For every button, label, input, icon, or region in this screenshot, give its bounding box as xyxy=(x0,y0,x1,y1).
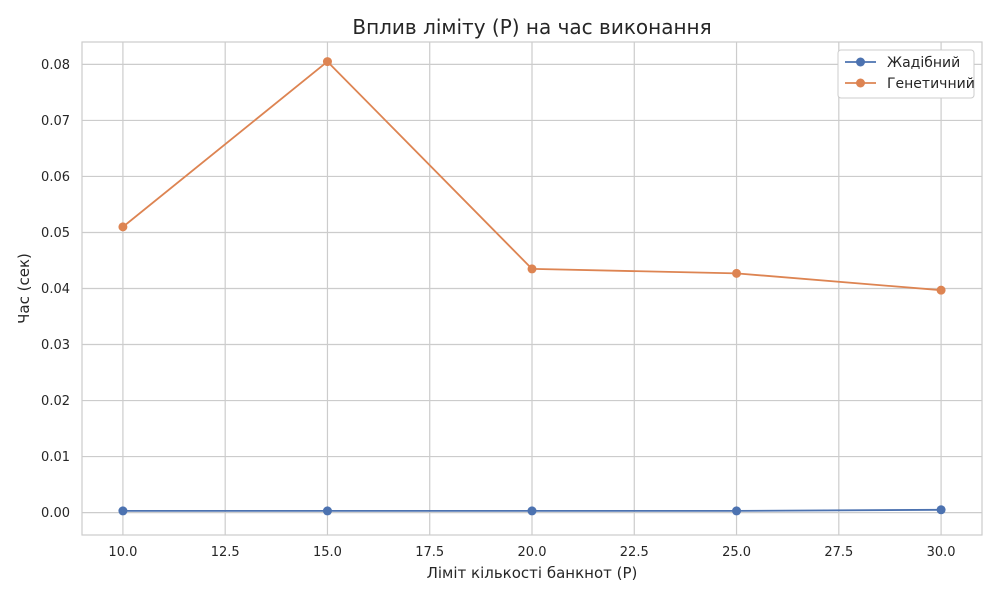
series-0-point xyxy=(732,506,742,516)
x-tick-label: 15.0 xyxy=(313,545,342,560)
x-tick-label: 20.0 xyxy=(518,545,547,560)
legend-marker-0 xyxy=(856,57,865,67)
x-tick-label: 30.0 xyxy=(927,545,956,560)
x-tick-label: 22.5 xyxy=(620,545,649,560)
y-tick-label: 0.08 xyxy=(41,58,70,73)
y-tick-label: 0.02 xyxy=(41,394,70,409)
y-tick-labels: 0.00 0.01 0.02 0.03 0.04 0.05 0.06 0.07 0.08 xyxy=(41,58,70,521)
y-tick-label: 0.07 xyxy=(41,114,70,129)
series-0-point xyxy=(527,506,537,516)
y-tick-label: 0.04 xyxy=(41,282,70,297)
series-1-point xyxy=(118,222,128,232)
plot-area-frame xyxy=(81,41,983,536)
y-tick-label: 0.03 xyxy=(41,338,70,353)
series-1-point xyxy=(322,57,332,67)
legend-label-0: Жадібний xyxy=(887,55,960,71)
series-1-point xyxy=(732,268,742,278)
legend-label-1: Генетичний xyxy=(887,76,975,92)
x-axis-label: Ліміт кількості банкнот (P) xyxy=(427,564,638,582)
chart-title: Вплив ліміту (P) на час виконання xyxy=(352,15,711,39)
y-axis-label: Час (сек) xyxy=(15,253,33,324)
x-tick-label: 17.5 xyxy=(415,545,444,560)
legend-marker-1 xyxy=(856,78,865,88)
x-tick-label: 25.0 xyxy=(722,545,751,560)
y-tick-label: 0.05 xyxy=(41,226,70,241)
x-tick-label: 10.0 xyxy=(108,545,137,560)
series-group xyxy=(118,57,946,516)
x-tick-label: 27.5 xyxy=(824,545,853,560)
legend: Жадібний Генетичний xyxy=(837,49,975,99)
series-0-point xyxy=(118,506,128,516)
x-tick-labels: 10.0 12.5 15.0 17.5 20.0 22.5 25.0 27.5 30.0 xyxy=(108,545,955,560)
y-tick-label: 0.01 xyxy=(41,450,70,465)
series-1-point xyxy=(527,264,537,274)
series-1-point xyxy=(936,285,946,295)
y-tick-label: 0.06 xyxy=(41,170,70,185)
y-tick-label: 0.00 xyxy=(41,506,70,521)
series-0-point xyxy=(322,506,332,516)
series-0-point xyxy=(936,505,946,515)
x-tick-label: 12.5 xyxy=(211,545,240,560)
